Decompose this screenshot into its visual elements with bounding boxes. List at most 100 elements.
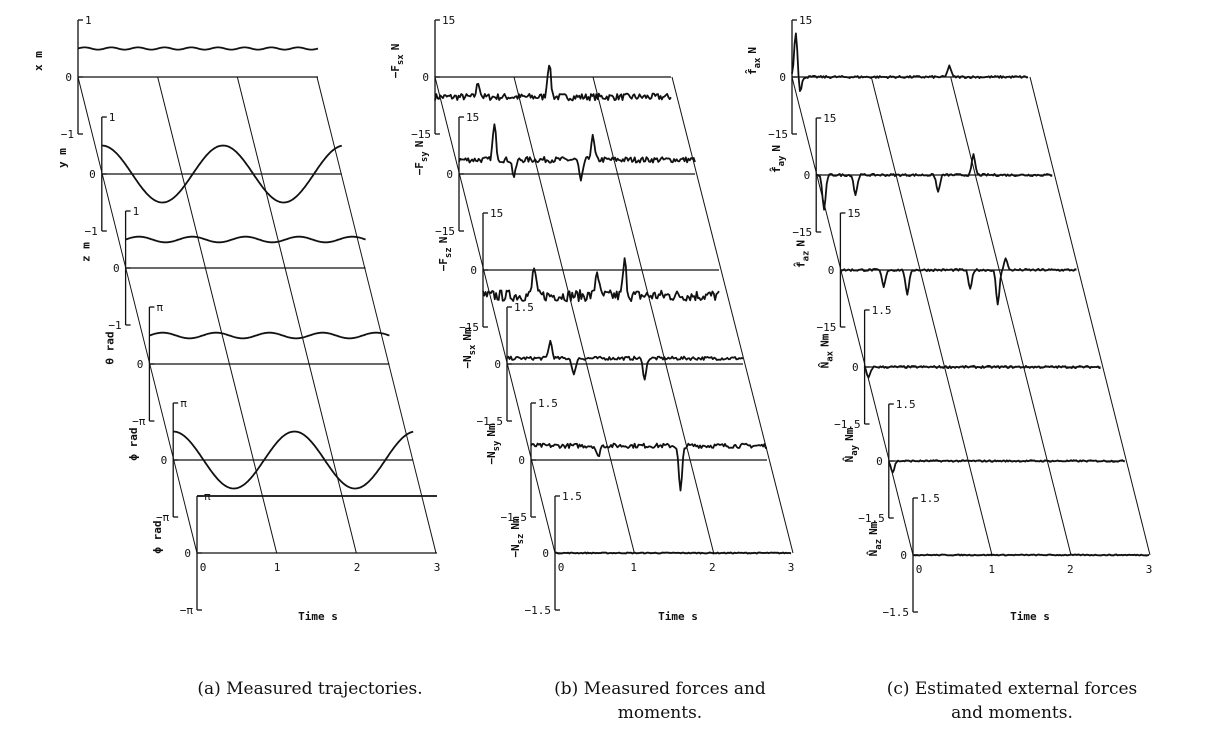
y-axis-label: ϕ rad	[151, 520, 164, 553]
y-label-symbol: −N	[485, 451, 498, 464]
y-label-symbol: −F	[413, 162, 426, 175]
y-label-symbol: N̂	[818, 362, 832, 369]
y-tick-label-zero: 0	[876, 455, 883, 468]
y-label-unit: N	[746, 47, 759, 54]
y-label-symbol: ϕ rad	[151, 520, 164, 553]
series-trace-1	[101, 144, 343, 204]
y-tick-label-top: 1.5	[514, 301, 534, 314]
y-label-unit: N	[389, 44, 402, 51]
y-axis-label: f̂ax N	[745, 47, 763, 75]
y-tick-label-zero: 0	[542, 547, 549, 560]
y-axis-label: x m	[32, 51, 45, 71]
y-axis-label: N̂ax Nm	[818, 333, 836, 368]
y-tick-label-zero: 0	[137, 358, 144, 371]
y-tick-label-bottom: −1.5	[501, 511, 528, 524]
x-tick-label: 0	[200, 561, 207, 574]
x-tick-label: 3	[434, 561, 441, 574]
y-axis-label: f̂ay N	[769, 145, 787, 173]
y-tick-label-bottom: −15	[459, 321, 479, 334]
y-tick-label-top: 15	[847, 207, 860, 220]
y-label-symbol: f̂	[769, 166, 783, 173]
y-axis-label: −Nsy Nm	[485, 423, 502, 465]
x-tick-label: 2	[1067, 563, 1074, 576]
y-label-unit: Nm	[485, 423, 498, 437]
y-label-subscript: ay	[777, 155, 787, 166]
time-guide-line	[236, 76, 357, 554]
y-tick-label-zero: 0	[422, 71, 429, 84]
panel-b-measured-forces-moments: 150−15−FsxN150−15−FsyN150−15−FszN1.50−1.…	[389, 14, 794, 723]
y-tick-label-top: 15	[466, 111, 479, 124]
y-tick-label-zero: 0	[446, 168, 453, 181]
y-label-symbol: x m	[32, 51, 45, 71]
y-tick-label-zero: 0	[518, 454, 525, 467]
y-label-symbol: ϕ rad	[127, 427, 140, 460]
time-guide-line	[157, 76, 278, 554]
y-label-symbol: N̂	[866, 550, 880, 557]
series-trace-1	[815, 153, 1053, 211]
y-tick-label-bottom: −1	[61, 128, 74, 141]
y-tick-label-top: 1.5	[872, 304, 892, 317]
y-label-symbol: N̂	[842, 456, 856, 463]
series-trace-3	[863, 364, 1101, 379]
series-trace-3	[506, 339, 744, 381]
y-label-unit: N	[437, 237, 450, 244]
y-label-symbol: −N	[509, 544, 522, 557]
x-axis-label: Time s	[658, 610, 698, 623]
y-tick-label-top: π	[180, 397, 187, 410]
y-tick-label-bottom: −15	[411, 128, 431, 141]
panel-caption-line: and moments.	[951, 703, 1073, 723]
time-guide-line	[671, 76, 794, 554]
y-label-unit: Nm	[509, 516, 522, 530]
y-tick-label-top: 1.5	[538, 397, 558, 410]
y-tick-label-top: 1	[109, 111, 116, 124]
time-guide-line	[870, 76, 993, 556]
y-label-subscript: sx	[396, 54, 406, 65]
series-trace-3	[149, 331, 390, 340]
y-label-subscript: sx	[468, 344, 478, 355]
y-axis-label: z m	[80, 242, 93, 262]
y-tick-label-bottom: −π	[180, 604, 194, 617]
y-axis-label: −Fsy N	[413, 141, 430, 176]
y-label-symbol: −N	[461, 355, 474, 368]
y-label-subscript: sz	[516, 534, 526, 545]
y-label-symbol: −F	[389, 65, 402, 78]
y-tick-label-zero: 0	[470, 264, 477, 277]
series-trace-2	[840, 257, 1077, 306]
time-guide-line	[950, 76, 1072, 556]
x-tick-label: 0	[558, 561, 565, 574]
y-label-subscript: sz	[444, 247, 454, 258]
y-tick-label-zero: 0	[900, 549, 907, 562]
y-tick-label-zero: 0	[89, 168, 96, 181]
y-label-symbol: z m	[80, 242, 93, 262]
series-trace-5	[912, 553, 1150, 557]
y-label-subscript: ay	[850, 444, 860, 455]
x-tick-label: 2	[709, 561, 716, 574]
series-trace-0	[791, 32, 1029, 92]
y-tick-label-top: π	[156, 301, 163, 314]
y-tick-label-bottom: −1.5	[477, 415, 504, 428]
panel-caption-line: moments.	[618, 703, 702, 723]
y-tick-label-top: 1.5	[920, 492, 940, 505]
y-axis-label: ϕ rad	[127, 427, 140, 460]
time-guide-line	[77, 76, 198, 554]
y-tick-label-bottom: −1.5	[858, 512, 885, 525]
series-trace-0	[77, 46, 319, 51]
y-tick-label-top: 1	[133, 205, 140, 218]
x-tick-label: 2	[354, 561, 361, 574]
x-axis-label: Time s	[1010, 610, 1050, 623]
y-axis-label: −Fsz N	[437, 237, 454, 272]
y-tick-label-bottom: −15	[817, 321, 837, 334]
y-tick-label-bottom: −1.5	[525, 604, 552, 617]
y-tick-label-bottom: −15	[435, 225, 455, 238]
y-label-symbol: θ rad	[103, 331, 116, 364]
y-axis-label: θ rad	[103, 331, 116, 364]
y-label-unit: N	[413, 141, 426, 148]
y-tick-label-zero: 0	[161, 454, 168, 467]
y-label-subscript: sy	[420, 151, 430, 162]
y-label-unit: Nm	[819, 333, 832, 347]
time-guide-line	[316, 76, 437, 554]
y-tick-label-zero: 0	[494, 358, 501, 371]
y-axis-label: f̂az N	[793, 240, 811, 268]
y-tick-label-zero: 0	[113, 262, 120, 275]
x-tick-label: 1	[274, 561, 281, 574]
